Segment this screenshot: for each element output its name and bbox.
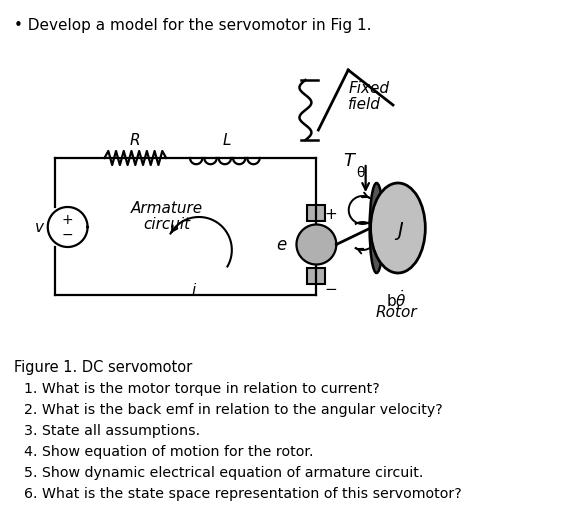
Text: Armature: Armature <box>131 201 203 216</box>
Text: 5. Show dynamic electrical equation of armature circuit.: 5. Show dynamic electrical equation of a… <box>24 466 424 480</box>
Text: θ: θ <box>356 166 365 180</box>
Text: 1. What is the motor torque in relation to current?: 1. What is the motor torque in relation … <box>24 382 380 396</box>
Text: Rotor: Rotor <box>375 305 417 320</box>
Text: field: field <box>348 97 381 112</box>
Circle shape <box>297 225 336 265</box>
Text: Fixed: Fixed <box>348 81 389 96</box>
Text: i: i <box>192 283 196 298</box>
Text: 2. What is the back emf in relation to the angular velocity?: 2. What is the back emf in relation to t… <box>24 403 443 417</box>
Text: J: J <box>397 221 403 241</box>
Text: +: + <box>62 213 74 227</box>
Text: T: T <box>343 152 355 170</box>
Text: L: L <box>222 133 231 148</box>
Text: v: v <box>35 219 44 234</box>
Text: 4. Show equation of motion for the rotor.: 4. Show equation of motion for the rotor… <box>24 445 314 459</box>
Text: 6. What is the state space representation of this servomotor?: 6. What is the state space representatio… <box>24 487 462 501</box>
Text: b$\dot{\theta}$: b$\dot{\theta}$ <box>386 289 407 310</box>
Text: −: − <box>62 228 74 242</box>
Text: −: − <box>324 282 337 297</box>
Text: • Develop a model for the servomotor in Fig 1.: • Develop a model for the servomotor in … <box>14 18 371 33</box>
Ellipse shape <box>371 183 425 273</box>
Text: 3. State all assumptions.: 3. State all assumptions. <box>24 424 200 438</box>
Bar <box>308 268 325 284</box>
Text: +: + <box>324 207 337 222</box>
Text: e: e <box>277 235 287 253</box>
Ellipse shape <box>370 183 384 273</box>
Bar <box>308 205 325 221</box>
Text: Figure 1. DC servomotor: Figure 1. DC servomotor <box>14 360 192 375</box>
Text: circuit: circuit <box>143 217 191 232</box>
Text: R: R <box>130 133 140 148</box>
